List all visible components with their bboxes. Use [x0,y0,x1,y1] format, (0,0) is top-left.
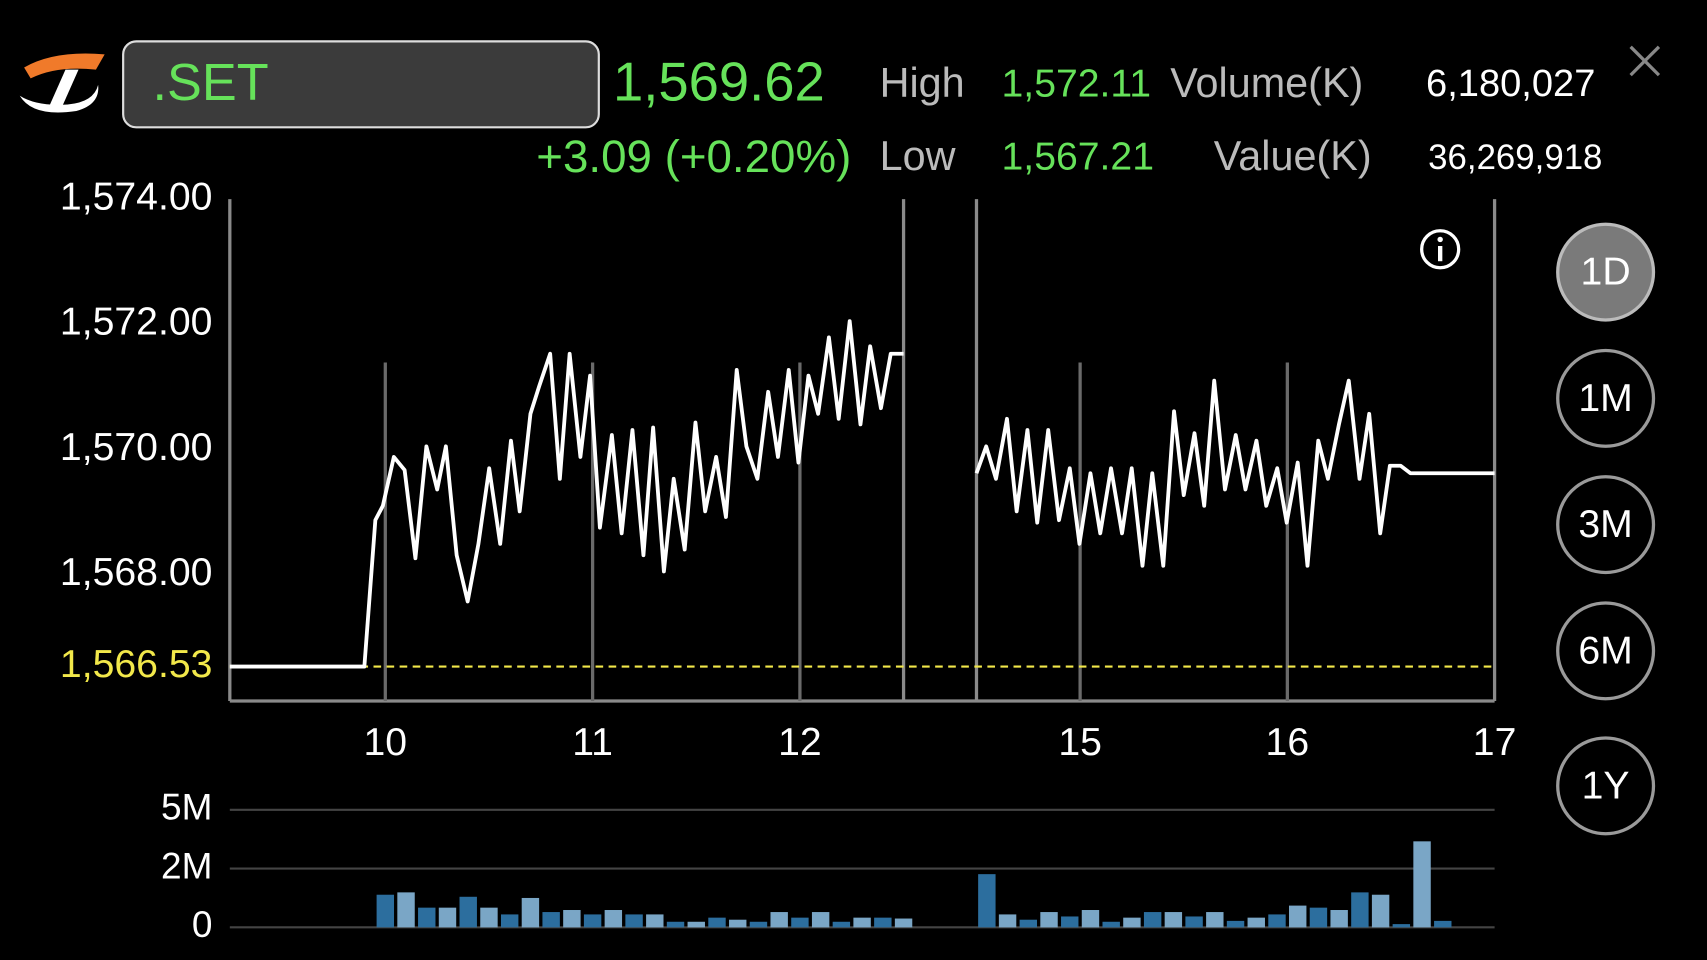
button-label: 1M [1578,377,1632,420]
volume-bar [418,907,436,928]
volume-bar [1392,924,1411,928]
volume-bar [894,918,913,928]
volume-bar [459,896,477,928]
volume-bar [874,917,892,928]
symbol-box[interactable] [122,40,600,129]
high: 1,572.11 [1002,62,1152,105]
volume-bar [1434,920,1452,928]
value: 36,269,918 [1428,138,1602,177]
change: +3.09 (+0.20%) [536,131,851,182]
value-label: Value(K) [1214,133,1372,179]
volume-bar [853,917,871,928]
volume-bar [1185,916,1203,928]
x-tick-label: 12 [778,721,822,764]
volume-bar [1351,892,1369,928]
volume-bar [729,919,747,928]
volume-bar [749,921,768,928]
volume-bar [604,910,623,928]
info-icon[interactable] [1420,229,1461,270]
volume-bar [832,921,851,928]
volume-bar [500,914,519,928]
y-tick-label: 5M [161,787,212,828]
logo [19,53,105,113]
volume-bar [1226,920,1245,928]
low-label: Low [880,133,956,179]
button-label: 1Y [1582,764,1630,807]
volume-bar [1413,841,1431,928]
volume-bar [1289,905,1307,928]
volume-label: Volume(K) [1170,60,1363,106]
button-label: 6M [1578,629,1632,672]
x-tick-label: 15 [1058,721,1102,764]
volume-bar [397,892,415,928]
low: 1,567.21 [1002,135,1154,178]
volume: 6,180,027 [1426,63,1595,105]
volume-bar [998,914,1017,928]
volume-bar [1330,910,1348,928]
volume-bar [708,917,726,928]
button-circle [1556,736,1656,836]
reference-label: 1,566.53 [60,643,212,686]
close-button[interactable] [1629,45,1661,77]
x-tick-label: 17 [1473,721,1517,764]
volume-bar [978,874,996,928]
y-tick-label: 1,572.00 [60,301,212,344]
volume-bar [1102,921,1120,928]
volume-bar [376,894,395,928]
button-label: 1D [1581,251,1631,294]
volume-bar [791,917,809,928]
price-line [229,319,1495,669]
button-circle [1556,222,1656,322]
volume-bar [1143,912,1162,928]
period-button[interactable]: 3M [1556,475,1656,575]
button-circle [1556,348,1656,448]
y-tick-label: 1,570.00 [60,426,212,469]
volume-bar [521,897,540,928]
y-tick-label: 1,568.00 [60,551,212,594]
period-button[interactable]: 1D [1556,222,1656,322]
x-tick-label: 16 [1266,721,1310,764]
volume-bar [1061,916,1079,928]
symbol: .SET [153,54,269,112]
y-tick-label: 1,574.00 [60,176,212,219]
volume-bar [1040,912,1058,928]
y-tick-label: 0 [192,904,213,945]
last-price: 1,569.62 [613,51,825,112]
volume-bar [1309,907,1328,928]
button-label: 3M [1578,503,1632,546]
volume-bar [563,910,581,928]
volume-bar [480,907,498,928]
volume-bar [666,921,685,928]
period-button[interactable]: 6M [1556,601,1656,701]
x-tick-label: 11 [572,721,613,764]
volume-bar [1206,912,1224,928]
y-tick-label: 2M [161,845,212,886]
volume-bar [1123,917,1141,928]
x-tick-label: 10 [364,721,408,764]
volume-bar [625,914,643,928]
volume-bar [687,921,705,928]
volume-bar [1268,914,1286,928]
volume-bar [1371,894,1390,928]
volume-bar [1081,910,1100,928]
volume-bar [583,914,602,928]
volume-bar [438,907,457,928]
period-button[interactable]: 1Y [1556,736,1656,836]
high-label: High [880,60,965,106]
button-circle [1556,475,1656,575]
volume-bar [770,912,788,928]
volume-bar [811,912,830,928]
volume-bar [646,914,664,928]
volume-bar [542,912,560,928]
period-button[interactable]: 1M [1556,348,1656,448]
button-circle [1556,601,1656,701]
volume-bar [1164,912,1183,928]
volume-bar [1247,917,1265,928]
volume-bar [1019,919,1038,928]
